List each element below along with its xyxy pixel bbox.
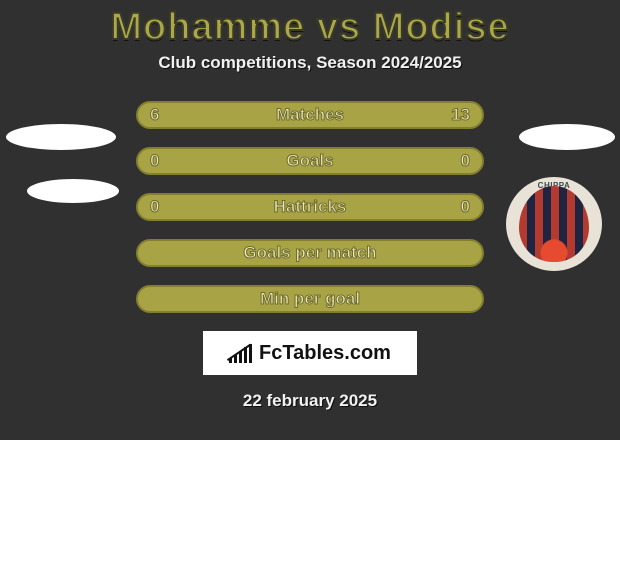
page-title: Mohamme vs Modise: [0, 0, 620, 53]
stat-row: 6 Matches 13: [136, 101, 484, 129]
left-team-placeholder-2: [27, 179, 119, 203]
subtitle: Club competitions, Season 2024/2025: [0, 53, 620, 73]
right-team-placeholder: [519, 124, 615, 150]
left-team-placeholder-1: [6, 124, 116, 150]
stat-label: Hattricks: [274, 197, 347, 217]
stat-label: Matches: [276, 105, 344, 125]
stat-value-left: 0: [150, 195, 159, 219]
stat-value-right: 13: [451, 103, 470, 127]
stat-row: Min per goal: [136, 285, 484, 313]
stat-value-right: 0: [461, 195, 470, 219]
stat-label: Goals per match: [243, 243, 376, 263]
club-logo: CHIPPA: [506, 177, 602, 271]
stat-label: Min per goal: [260, 289, 360, 309]
stat-value-left: 0: [150, 149, 159, 173]
stat-row: 0 Goals 0: [136, 147, 484, 175]
stat-row: Goals per match: [136, 239, 484, 267]
comparison-panel: Mohamme vs Modise Club competitions, Sea…: [0, 0, 620, 440]
bar-chart-icon: [229, 343, 255, 363]
stat-value-right: 0: [461, 149, 470, 173]
fctables-text: FcTables.com: [259, 342, 391, 365]
stat-value-left: 6: [150, 103, 159, 127]
fctables-branding: FcTables.com: [203, 331, 417, 375]
club-logo-shield: [519, 186, 589, 262]
stat-row: 0 Hattricks 0: [136, 193, 484, 221]
stat-label: Goals: [286, 151, 333, 171]
footer-date: 22 february 2025: [0, 391, 620, 411]
